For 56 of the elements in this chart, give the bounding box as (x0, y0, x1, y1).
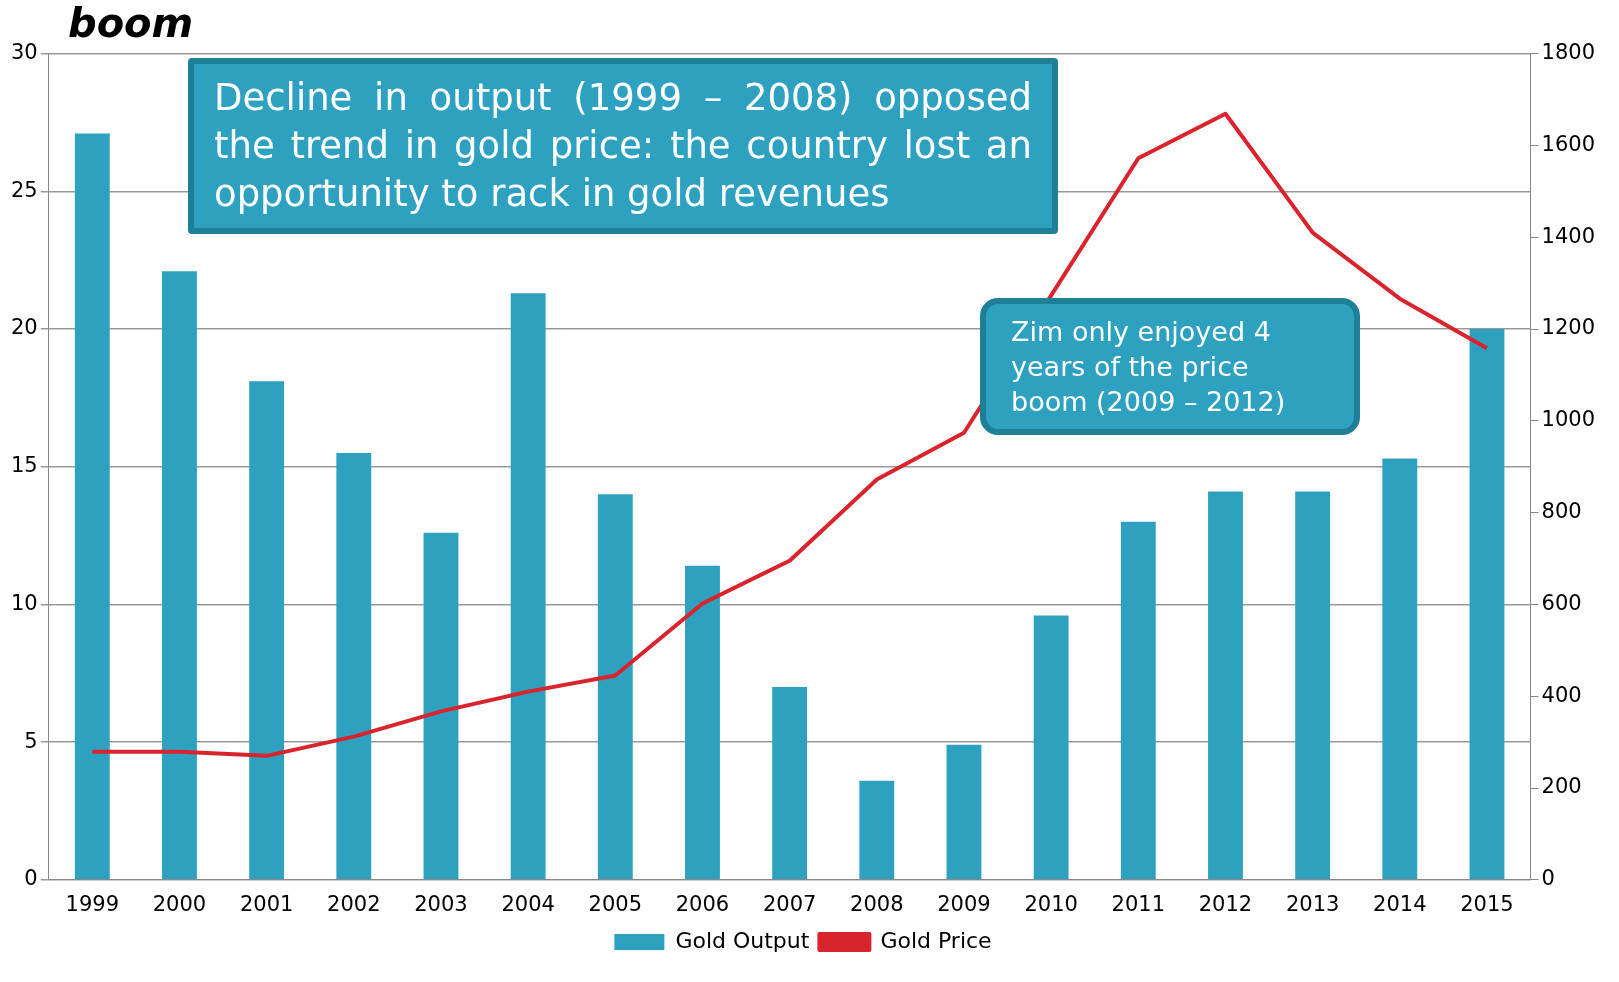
x-tick-label: 2004 (501, 891, 555, 916)
chart-title: boom (67, 0, 195, 46)
callout-box: Zim only enjoyed 4 years of the price boom (2009 – 2012) (980, 298, 1360, 436)
x-tick-label: 2006 (675, 891, 730, 916)
bar (946, 744, 982, 880)
y2-tick-label: 400 (1541, 682, 1582, 707)
x-tick-label: 2008 (850, 891, 904, 916)
y2-tick-label: 600 (1541, 590, 1582, 615)
x-tick-label: 2009 (937, 891, 991, 916)
x-tick-label: 2012 (1198, 891, 1253, 916)
bar (1033, 615, 1069, 880)
y2-tick-label: 1800 (1541, 40, 1596, 65)
y2-tick-label: 0 (1541, 866, 1555, 891)
x-tick-label: 1999 (65, 891, 120, 916)
x-tick-label: 2015 (1460, 891, 1514, 916)
bar (1208, 491, 1243, 880)
y-tick-label: 15 (10, 453, 38, 478)
bar (249, 381, 285, 880)
x-tick-label: 2011 (1111, 891, 1166, 916)
y2-tick-label: 1600 (1541, 131, 1596, 156)
bar (859, 780, 895, 880)
bar (162, 271, 197, 880)
y-tick-label: 10 (10, 590, 38, 615)
bar (336, 452, 372, 880)
y2-tick-label: 1000 (1541, 407, 1596, 432)
y2-tick-label: 200 (1541, 774, 1582, 799)
bar (772, 687, 808, 880)
x-tick-label: 2013 (1285, 891, 1340, 916)
y2-tick-label: 1200 (1541, 315, 1596, 340)
bar (74, 133, 110, 880)
x-tick-label: 2005 (588, 891, 643, 916)
x-tick-label: 2000 (152, 891, 207, 916)
x-tick-label: 2014 (1373, 891, 1427, 916)
bar (1120, 521, 1156, 880)
x-tick-label: 2001 (239, 891, 294, 916)
legend-label: Gold Price (880, 927, 992, 953)
callout-box: Decline in output (1999 – 2008) opposed the trend in gold price: the country lost an opportunity to rack in gold revenues (188, 58, 1058, 235)
y2-tick-label: 1400 (1541, 223, 1596, 248)
x-tick-label: 2002 (327, 891, 381, 916)
bar (685, 565, 720, 880)
x-tick-label: 2007 (762, 891, 817, 916)
bar (1295, 491, 1331, 880)
x-tick-label: 2003 (414, 891, 468, 916)
y-tick-label: 30 (10, 40, 38, 65)
x-tick-label: 2010 (1024, 891, 1078, 916)
bar (510, 293, 546, 880)
bar (1382, 458, 1418, 880)
y-tick-label: 20 (10, 315, 38, 340)
y-tick-label: 5 (24, 728, 38, 753)
y-tick-label: 0 (24, 866, 38, 891)
bar (597, 494, 633, 880)
y-tick-label: 25 (10, 177, 38, 202)
y2-tick-label: 800 (1541, 499, 1582, 524)
legend-label: Gold Output (675, 927, 810, 953)
bar (1469, 329, 1505, 880)
bar (423, 532, 459, 880)
